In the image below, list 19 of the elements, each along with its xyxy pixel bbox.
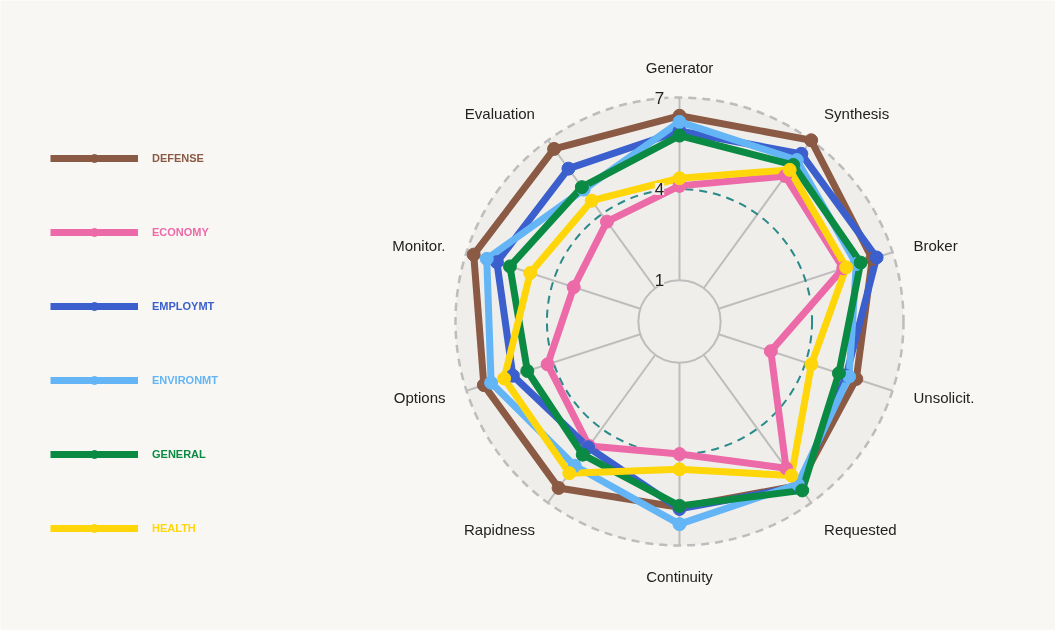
spoke-label: Broker	[913, 236, 958, 254]
spoke-label: Rapidness	[464, 520, 535, 538]
y-tick-label: 1	[654, 271, 665, 291]
spoke-label: Evaluation	[464, 105, 535, 123]
spoke-label: Continuity	[646, 567, 714, 585]
spoke-label: Synthesis	[824, 105, 890, 123]
y-tick-label: 4	[654, 179, 665, 199]
spoke-label: Generator	[645, 58, 714, 76]
spoke-label: Monitor.	[392, 236, 446, 254]
y-tick-label: 7	[654, 88, 665, 108]
text: ENVIRONMT	[152, 374, 218, 386]
spoke-label: Options	[393, 389, 446, 407]
text: DEFENSE	[152, 152, 204, 164]
text: ECONOMY	[152, 226, 209, 238]
text: GENERAL	[152, 448, 206, 460]
text: EMPLOYMT	[152, 300, 215, 312]
spoke-label: Unsolicit.	[913, 389, 975, 407]
text: HEALTH	[152, 522, 196, 534]
spoke-label: Requested	[824, 520, 897, 538]
